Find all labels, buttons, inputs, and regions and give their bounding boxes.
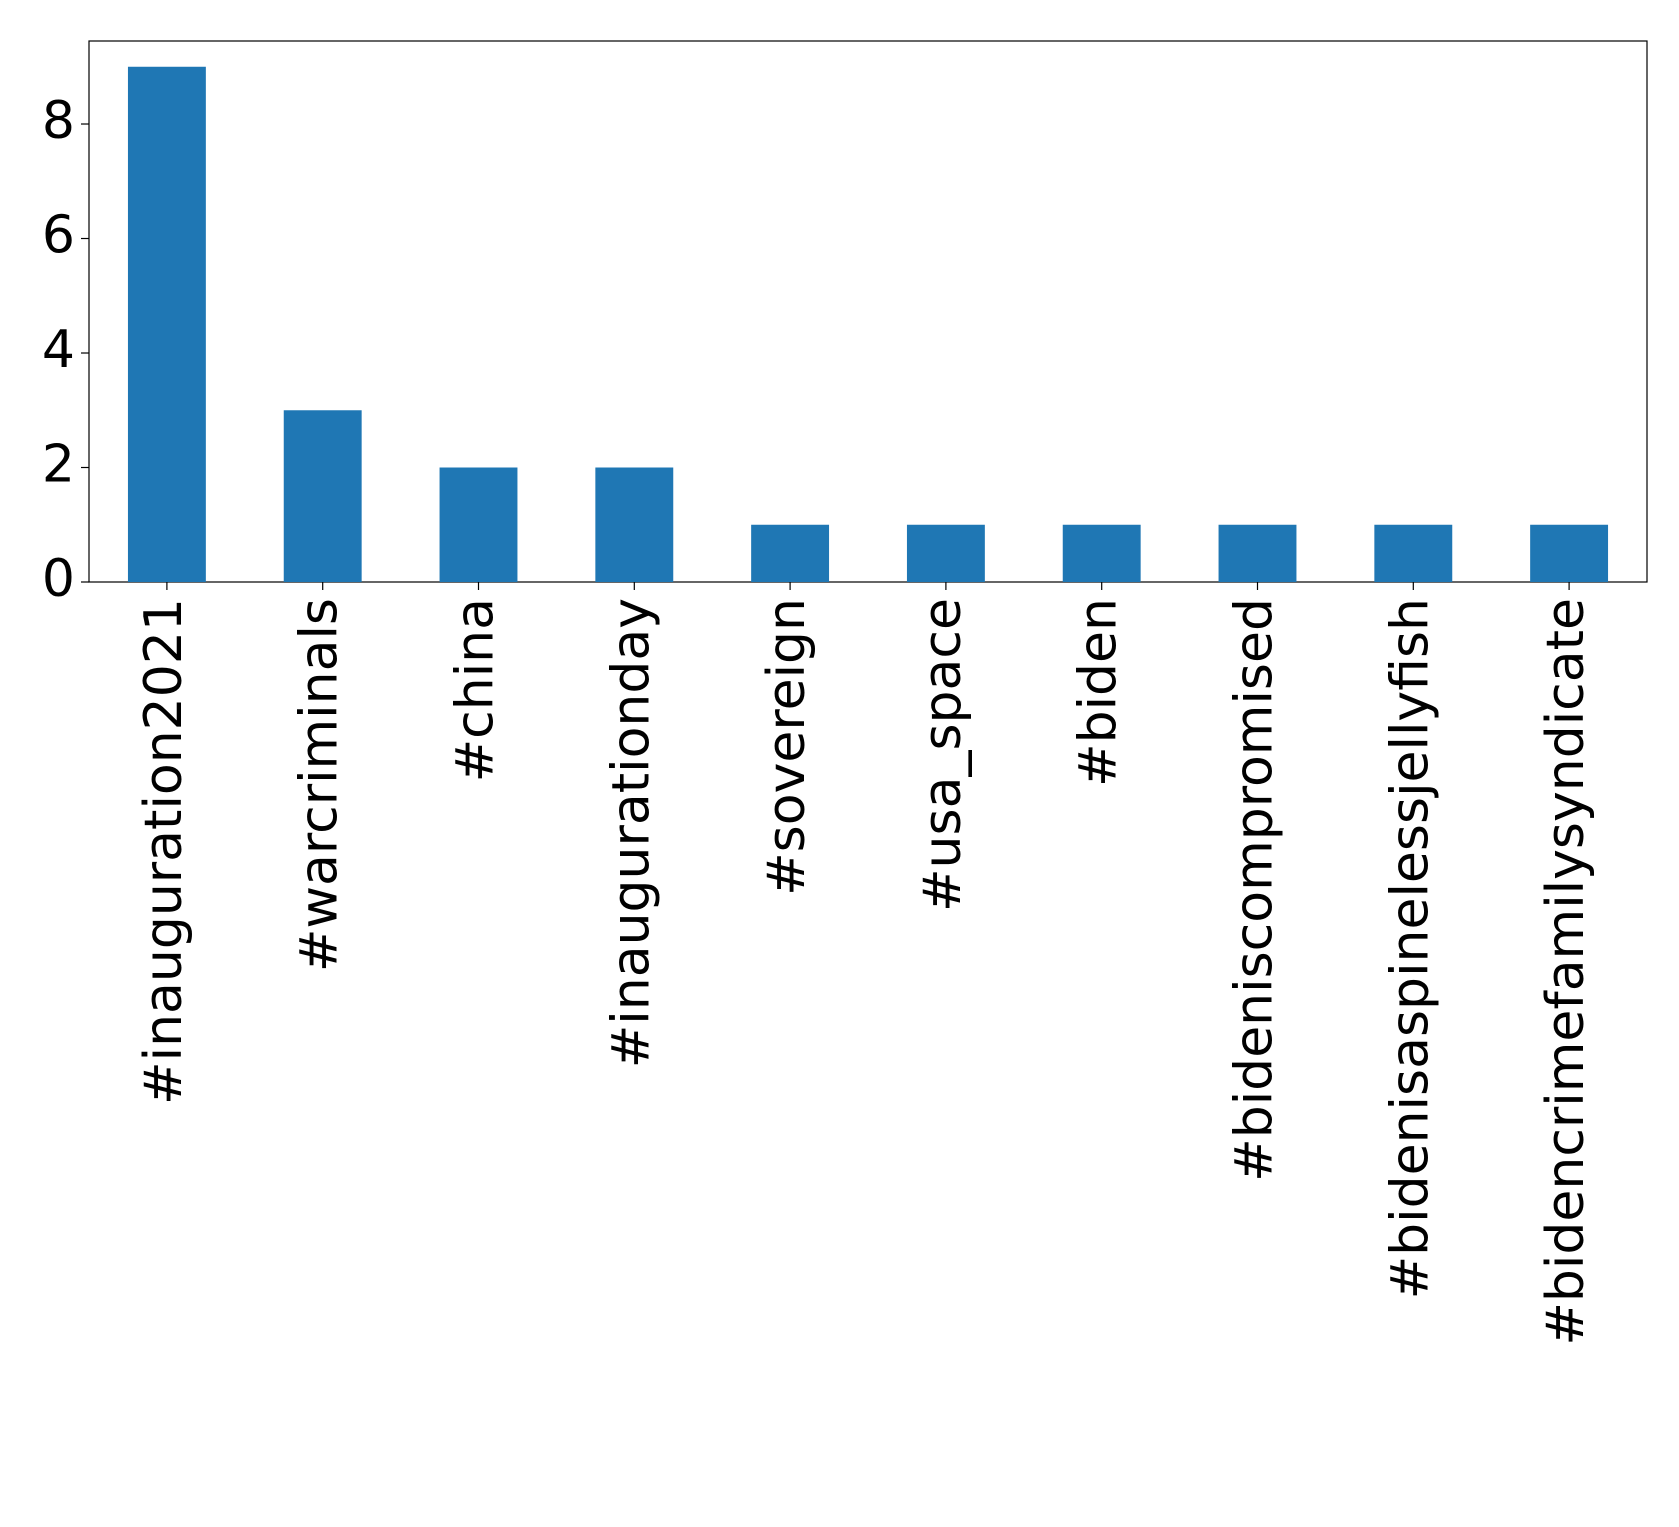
x-tick-label: #bidenisaspinelessjellyfish [1380, 598, 1440, 1299]
bar [1062, 524, 1141, 582]
bar [283, 410, 362, 582]
x-tick-label: #bidencrimefamilysyndicate [1536, 598, 1596, 1346]
bar [1218, 524, 1297, 582]
x-tick-label: #bideniscompromised [1225, 598, 1285, 1182]
x-tick-label: #warcriminals [290, 598, 350, 972]
bar [127, 66, 206, 582]
y-tick-label: 0 [42, 549, 75, 609]
bar [751, 524, 830, 582]
y-tick-label: 4 [42, 320, 75, 380]
x-tick-label: #biden [1069, 598, 1129, 787]
bar [595, 467, 674, 582]
y-tick-label: 8 [42, 91, 75, 151]
bar [906, 524, 985, 582]
x-tick-label: #inaugurationday [601, 598, 661, 1068]
bar [439, 467, 518, 582]
bar [1374, 524, 1453, 582]
plot-frame [88, 40, 1648, 583]
x-tick-label: #china [446, 598, 506, 782]
y-tick-label: 6 [42, 206, 75, 266]
x-tick-label: #inauguration2021 [134, 598, 194, 1105]
x-tick-label: #usa_space [913, 598, 973, 912]
x-tick-label: #sovereign [757, 598, 817, 896]
bar [1530, 524, 1609, 582]
y-tick-label: 2 [42, 435, 75, 495]
